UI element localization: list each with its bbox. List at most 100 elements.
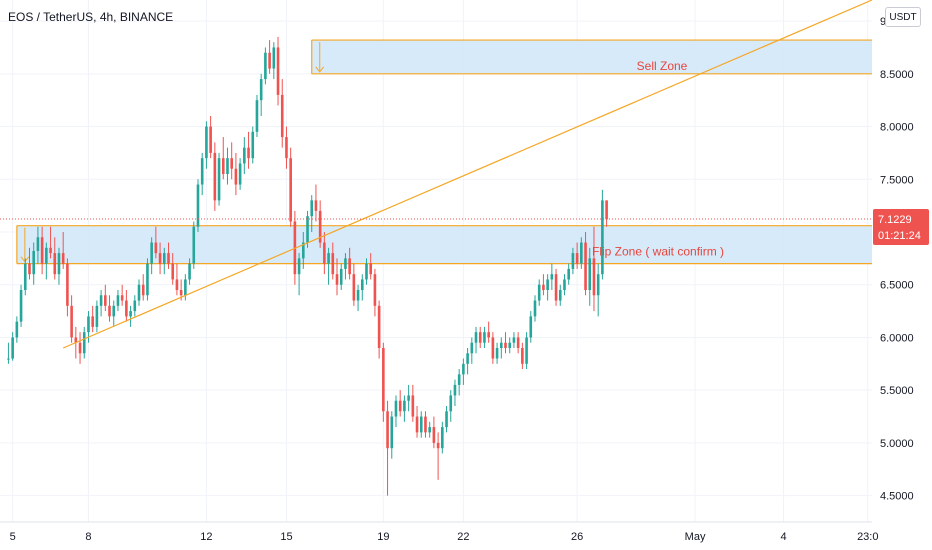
candle-body [120,295,124,301]
candle-body [356,290,360,301]
candle-body [66,263,69,306]
candle-body [280,94,284,138]
candle-body [575,253,579,264]
price-tick-label: 7.5000 [880,174,914,186]
candle-body [554,274,558,301]
candle-body [146,263,149,296]
candle-body [226,158,229,174]
trendline [62,0,873,349]
time-axis[interactable]: 5 8 12 15 19 22 26 May 4 23:0 [0,521,878,543]
candle-body [74,337,78,343]
candle-body [167,253,170,264]
candle-body [11,337,14,359]
candle-body [49,247,52,254]
candle-body [221,158,225,174]
candle-body [243,147,246,164]
candle-body [314,200,318,211]
candle-body [78,342,82,354]
candle-body [339,268,343,285]
candle-body [521,348,524,364]
candle-body [297,258,301,275]
candle-body [234,168,238,185]
currency-badge[interactable]: USDT [885,7,921,27]
candle-body [209,126,212,153]
time-tick-label: 26 [571,531,583,543]
candle-body [23,263,27,290]
sell-zone-label: Sell Zone [637,59,688,73]
candle-body [508,342,512,348]
candle-body [390,416,394,449]
candle-body [533,300,537,317]
candle-body [200,158,204,185]
candle-body [171,263,175,280]
candle-body [512,337,516,343]
candle-body [567,268,571,280]
candle-body [19,290,23,322]
candle-series [7,36,608,496]
candle-body [238,163,242,185]
candle-body [432,427,436,443]
candle-body [91,316,94,327]
candle-body [205,126,208,159]
candle-body [289,158,292,222]
price-axis[interactable]: 9.00008.50008.00007.50007.00006.50006.00… [872,0,932,550]
candle-body [259,79,263,101]
candle-body [162,253,166,264]
candle-body [318,210,322,243]
candle-body [217,158,221,201]
candle-body [192,226,196,264]
candle-body [158,253,162,264]
countdown-label: 01:21:24 [878,230,921,242]
candle-body [487,332,490,338]
price-axis-background [872,0,932,550]
flip-zone [16,225,873,264]
candle-body [584,242,587,290]
candle-body [247,147,250,159]
time-tick-label: 23:0 [857,531,878,543]
candle-body [563,279,566,290]
candle-body [571,253,575,269]
candle-body [285,137,288,159]
candle-body [141,284,145,296]
candle-body [470,342,474,354]
zone-arrowhead-icon [315,66,325,73]
candle-body [457,374,461,385]
candle-body [310,200,314,217]
candle-body [45,247,48,264]
current-price-badge [873,209,929,246]
candle-body [491,337,495,359]
candle-body [95,305,99,327]
candle-body [61,253,65,264]
candle-body [175,279,179,290]
candle-body [251,131,255,159]
price-tick-label: 6.0000 [880,332,914,344]
price-tick-label: 4.5000 [880,491,914,503]
candle-body [516,337,520,348]
candle-body [453,384,457,396]
candle-body [483,332,486,343]
candle-body [373,274,377,306]
candle-body [70,305,73,338]
candle-body [386,411,389,449]
candle-body [601,200,604,275]
candle-body [230,158,233,169]
current-price-label: 7.1229 [878,214,912,226]
candle-body [196,184,200,227]
candle-body [588,258,592,290]
candle-body [133,300,137,312]
candle-body [255,100,259,132]
candle-body [276,47,280,95]
candle-body [331,253,335,275]
candle-body [32,250,36,275]
candle-body [369,263,373,275]
candle-body [495,348,499,359]
candle-body [580,242,583,264]
candle-body [327,253,330,264]
candle-body [301,242,305,259]
candle-body [537,284,541,301]
candle-body [57,253,61,275]
flip-zone-label: Flip Zone ( wait confirm ) [592,245,724,259]
chart-title: EOS / TetherUS, 4h, BINANCE [8,10,174,24]
candle-body [272,47,276,69]
